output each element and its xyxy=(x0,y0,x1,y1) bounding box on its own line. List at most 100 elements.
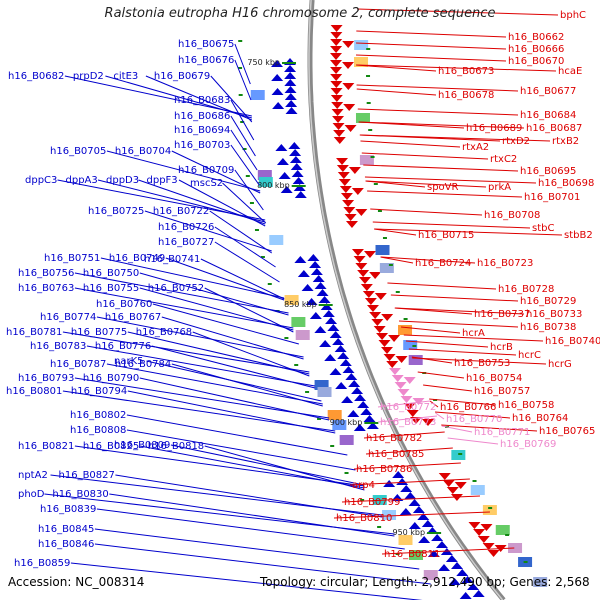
left-gene-label: h16_B0775 xyxy=(71,327,127,338)
right-gene-label: h16_B0670 xyxy=(508,56,564,67)
tick-mark xyxy=(284,337,289,339)
left-gene-label: h16_B0859 xyxy=(14,558,70,569)
left-gene-label: h16_B0750 xyxy=(83,268,139,279)
tick-mark xyxy=(488,507,493,509)
forward-gene-arrow xyxy=(480,524,493,531)
left-leader-line xyxy=(74,287,294,329)
left-leader-line xyxy=(209,210,273,254)
right-gene-label: prkA xyxy=(488,182,511,193)
forward-gene-arrow xyxy=(378,340,391,347)
left-leader-line xyxy=(97,179,266,223)
forward-gene-arrow xyxy=(371,319,384,326)
tick-mark xyxy=(344,472,349,474)
forward-gene-arrow xyxy=(388,335,401,342)
reverse-gene-arrow xyxy=(412,506,425,513)
protein-domain-block xyxy=(339,435,354,445)
right-leader-line xyxy=(363,164,519,172)
right-gene-label: h16_B0678 xyxy=(438,90,494,101)
right-gene-label: h16_B0695 xyxy=(520,166,576,177)
left-gene-label: h16_B0774 xyxy=(40,312,96,323)
left-gene-label: h16_B0727 xyxy=(158,237,214,248)
kbp-label: 750 kbp xyxy=(247,58,280,67)
forward-gene-arrow xyxy=(394,382,407,389)
right-leader-line xyxy=(356,30,507,38)
forward-gene-arrow xyxy=(353,256,366,263)
reverse-gene-arrow xyxy=(324,354,337,361)
protein-domain-block xyxy=(354,57,369,67)
right-leader-line xyxy=(341,495,480,503)
forward-gene-arrow xyxy=(360,284,373,291)
right-gene-label: h16_B0810 xyxy=(336,513,392,524)
forward-gene-arrow xyxy=(373,326,386,333)
protein-domain-block xyxy=(332,420,347,430)
right-gene-label: h16_B0673 xyxy=(438,66,494,77)
reverse-gene-arrow xyxy=(284,72,297,79)
tick-mark xyxy=(242,148,247,150)
reverse-gene-arrow xyxy=(337,352,350,359)
right-leader-line xyxy=(360,140,461,148)
forward-gene-arrow xyxy=(330,88,343,95)
protein-domain-block xyxy=(284,295,299,305)
left-leader-line xyxy=(106,150,261,192)
forward-gene-arrow xyxy=(473,529,486,536)
left-gene-label: narK5 xyxy=(114,356,144,367)
right-gene-label: rtxC2 xyxy=(490,154,517,165)
right-gene-label: h16_B0766 xyxy=(440,402,496,413)
forward-gene-arrow xyxy=(330,95,343,102)
left-gene-label: h16_B0749 xyxy=(109,253,165,264)
protein-domain-block xyxy=(314,380,329,390)
right-leader-line xyxy=(381,547,515,555)
kbp-label: 950 kbp xyxy=(392,528,425,537)
forward-gene-arrow xyxy=(338,179,351,186)
forward-gene-arrow xyxy=(374,293,387,300)
reverse-gene-arrow xyxy=(396,478,409,485)
left-gene-label: h16_B0755 xyxy=(83,283,139,294)
right-leader-line xyxy=(380,256,476,264)
right-gene-label: h16_B0698 xyxy=(538,178,594,189)
reverse-gene-arrow xyxy=(309,261,322,268)
left-leader-line xyxy=(234,43,251,85)
chromosome-backbone xyxy=(307,0,506,600)
right-leader-line xyxy=(361,152,489,160)
forward-gene-arrow xyxy=(397,389,410,396)
right-leader-line xyxy=(370,208,483,216)
label-leader-lines xyxy=(44,8,563,600)
reverse-gene-arrow xyxy=(360,408,373,415)
left-leader-line xyxy=(152,303,299,345)
right-gene-label: h16_B0728 xyxy=(498,284,554,295)
right-leader-line xyxy=(355,54,507,62)
reverse-gene-arrow xyxy=(399,508,412,515)
left-gene-label: h16_B0846 xyxy=(38,539,94,550)
forward-gene-arrow xyxy=(342,83,355,90)
reverse-gene-arrow xyxy=(272,102,285,109)
forward-gene-arrow xyxy=(330,25,343,32)
left-leader-line xyxy=(161,316,304,360)
right-leader-line xyxy=(408,348,517,356)
left-leader-line xyxy=(170,444,364,486)
right-leader-line xyxy=(356,64,437,72)
forward-gene-arrow xyxy=(362,291,375,298)
forward-gene-arrow xyxy=(340,193,353,200)
left-gene-label: h16_B0787 xyxy=(50,359,106,370)
right-gene-label: h16_B0662 xyxy=(508,32,564,43)
left-leader-line xyxy=(127,390,336,434)
left-gene-label: h16_B0709 xyxy=(178,165,234,176)
protein-domain-block xyxy=(375,245,390,255)
left-leader-line xyxy=(222,182,267,224)
forward-gene-arrow xyxy=(330,60,343,67)
forward-gene-arrow xyxy=(344,214,357,221)
reverse-gene-arrow xyxy=(451,562,464,569)
left-gene-label: h16_B0793 xyxy=(18,373,74,384)
right-gene-label: h16_B0769 xyxy=(500,439,556,450)
reverse-gene-arrow xyxy=(408,499,421,506)
forward-gene-arrow xyxy=(386,361,399,368)
tick-mark xyxy=(472,480,477,482)
left-leader-line xyxy=(204,445,365,491)
protein-domain-block xyxy=(295,330,310,340)
reverse-gene-arrow xyxy=(459,592,472,599)
left-leader-line xyxy=(230,115,256,157)
left-gene-label: h16_B0776 xyxy=(95,341,151,352)
kbp-label: 850 kbp xyxy=(284,300,317,309)
forward-gene-arrow xyxy=(333,137,346,144)
